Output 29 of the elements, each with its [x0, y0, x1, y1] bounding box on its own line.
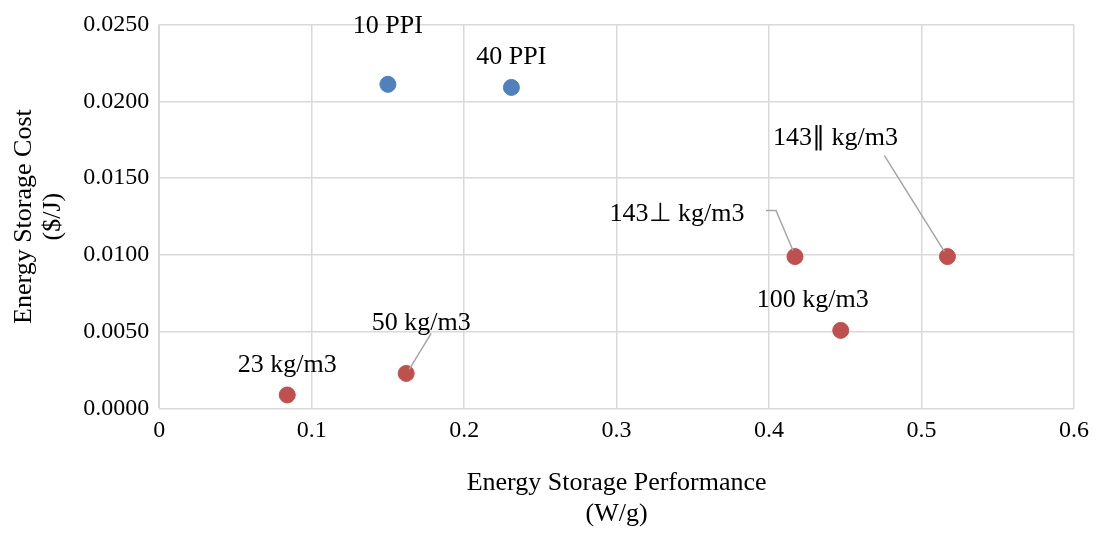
- annotation: 10 PPI: [352, 10, 423, 40]
- y-axis-title: Energy Storage Cost ($/J): [8, 108, 66, 324]
- point: [397, 364, 415, 382]
- x-tick-label: 0.6: [1059, 416, 1089, 443]
- x-tick-label: 0.1: [296, 416, 327, 443]
- annotation: 23 kg/m3: [237, 348, 337, 378]
- x-axis-title: Energy Storage Performance (W/g): [466, 467, 767, 528]
- point: [502, 78, 520, 96]
- y-tick-label: 0.0050: [83, 317, 150, 344]
- y-tick-label: 0.0150: [83, 163, 150, 190]
- point: [832, 321, 850, 339]
- x-tick-label: 0: [153, 416, 166, 443]
- x-tick-label: 0.5: [906, 416, 937, 443]
- y-tick-label: 0.0250: [83, 9, 150, 36]
- annotation: 143∥ kg/m3: [772, 122, 898, 152]
- y-tick-label: 0.0100: [83, 240, 150, 267]
- annotation: 50 kg/m3: [371, 307, 471, 337]
- point: [379, 75, 397, 93]
- point: [938, 248, 956, 266]
- y-tick-label: 0.0200: [83, 86, 150, 113]
- x-tick-label: 0.3: [601, 416, 632, 443]
- point: [278, 386, 296, 404]
- y-tick-label: 0.0000: [83, 394, 150, 421]
- point: [786, 248, 804, 266]
- x-tick-label: 0.2: [449, 416, 480, 443]
- x-tick-label: 0.4: [754, 416, 785, 443]
- annotation: 100 kg/m3: [756, 284, 869, 314]
- annotation: 143⊥ kg/m3: [609, 198, 745, 228]
- annotation: 40 PPI: [476, 41, 547, 71]
